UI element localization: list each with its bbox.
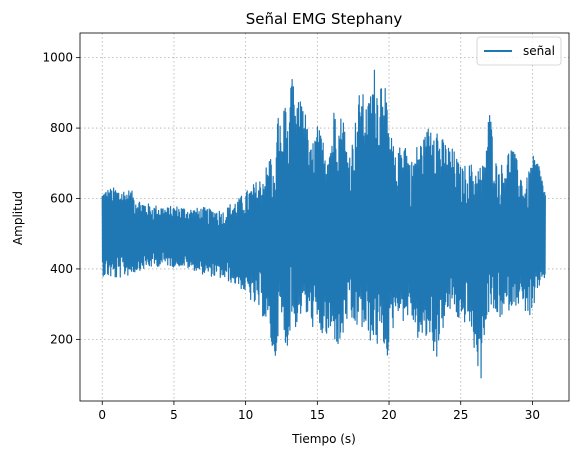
chart-title: Señal EMG Stephany: [246, 10, 403, 28]
y-axis-label: Amplitud: [11, 191, 25, 245]
x-tick-label: 15: [310, 408, 325, 422]
x-tick-label: 0: [98, 408, 106, 422]
x-tick-label: 10: [238, 408, 253, 422]
x-tick-label: 20: [381, 408, 396, 422]
x-tick-label: 30: [525, 408, 540, 422]
series-layer: [101, 69, 546, 379]
legend-label: señal: [523, 44, 555, 58]
x-tick-label: 5: [170, 408, 178, 422]
y-tick-label: 400: [50, 262, 73, 276]
x-tick-label: 25: [453, 408, 468, 422]
y-tick-label: 600: [50, 192, 73, 206]
axis-ticks: 0 5 10 15 20 25 30 200 400 600 800 1000: [42, 51, 540, 422]
y-tick-label: 200: [50, 332, 73, 346]
legend: señal: [476, 36, 562, 66]
y-tick-label: 1000: [42, 51, 73, 65]
legend-box: [476, 36, 562, 66]
y-tick-label: 800: [50, 121, 73, 135]
series-line: [101, 69, 546, 379]
x-axis-label: Tiempo (s): [291, 432, 356, 446]
plot-frame: [79, 32, 570, 402]
